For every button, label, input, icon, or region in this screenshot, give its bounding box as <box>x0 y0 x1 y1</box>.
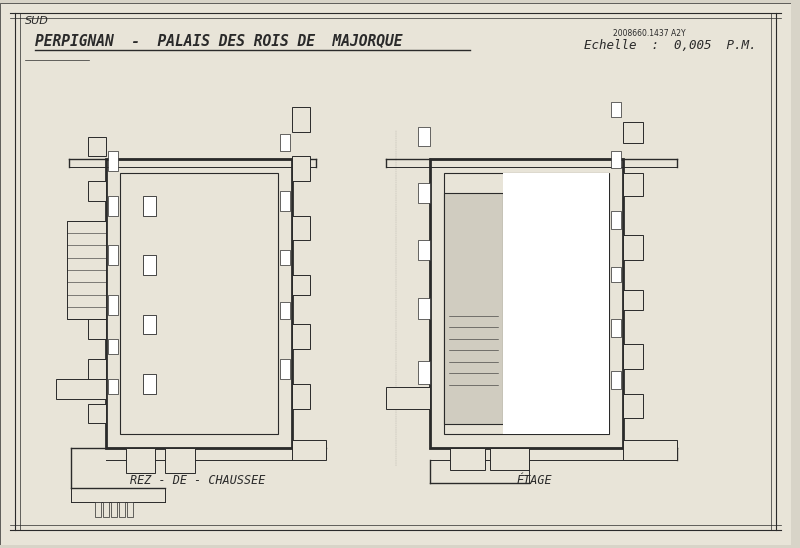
Bar <box>418 241 430 260</box>
Bar <box>143 196 156 216</box>
Bar <box>444 173 610 434</box>
Bar <box>106 159 292 448</box>
Bar <box>143 255 156 275</box>
Bar <box>623 122 643 144</box>
Bar <box>165 448 195 473</box>
Bar <box>126 448 155 473</box>
Bar <box>280 250 290 265</box>
Bar <box>108 196 118 216</box>
Text: Echelle  :  0,005  P.M.: Echelle : 0,005 P.M. <box>583 38 756 52</box>
Bar <box>280 359 290 379</box>
Bar <box>120 173 278 434</box>
Text: REZ - DE - CHAUSSEE: REZ - DE - CHAUSSEE <box>130 474 266 487</box>
Bar <box>623 344 643 369</box>
Bar <box>292 275 310 295</box>
Bar <box>611 210 621 229</box>
Bar <box>418 298 430 319</box>
Bar <box>108 151 118 171</box>
Bar <box>292 440 326 460</box>
Bar <box>418 361 430 384</box>
Bar <box>88 275 106 295</box>
Bar <box>56 379 106 398</box>
Bar <box>88 136 106 156</box>
Bar <box>126 503 133 517</box>
Bar <box>490 448 529 470</box>
Bar <box>292 156 310 181</box>
Bar <box>88 319 106 339</box>
Bar <box>292 384 310 408</box>
Bar <box>444 193 503 424</box>
Bar <box>280 302 290 319</box>
Bar <box>418 127 430 146</box>
Bar <box>280 134 290 151</box>
Bar <box>88 181 106 201</box>
Bar <box>103 503 109 517</box>
Bar <box>280 191 290 210</box>
Bar <box>623 236 643 260</box>
Bar <box>623 173 643 196</box>
Bar <box>143 315 156 334</box>
Bar <box>611 151 621 168</box>
Text: ÉTAGE: ÉTAGE <box>516 474 552 487</box>
Text: PERPIGNAN  -  PALAIS DES ROIS DE  MAJORQUE: PERPIGNAN - PALAIS DES ROIS DE MAJORQUE <box>34 33 402 48</box>
Bar <box>450 448 485 470</box>
Bar <box>611 371 621 389</box>
Bar <box>623 290 643 310</box>
Bar <box>292 107 310 132</box>
Bar <box>611 319 621 338</box>
Bar <box>67 221 106 319</box>
Bar <box>503 173 610 434</box>
Bar <box>108 379 118 393</box>
Bar <box>88 231 106 250</box>
Bar <box>88 359 106 379</box>
Bar <box>292 216 310 241</box>
Bar <box>88 403 106 424</box>
Bar <box>118 503 125 517</box>
Bar <box>386 387 430 408</box>
Text: 2008660.1437 A2Y: 2008660.1437 A2Y <box>613 28 686 38</box>
Bar <box>430 159 623 448</box>
Bar <box>108 295 118 315</box>
Bar <box>623 440 678 460</box>
Bar <box>623 393 643 418</box>
Bar <box>611 267 621 282</box>
Text: SUD: SUD <box>25 16 49 26</box>
Bar <box>292 324 310 349</box>
Bar <box>108 339 118 354</box>
Bar <box>418 183 430 203</box>
Bar <box>95 503 101 517</box>
Bar <box>110 503 117 517</box>
Bar <box>143 374 156 393</box>
Bar <box>108 246 118 265</box>
Bar <box>611 102 621 117</box>
